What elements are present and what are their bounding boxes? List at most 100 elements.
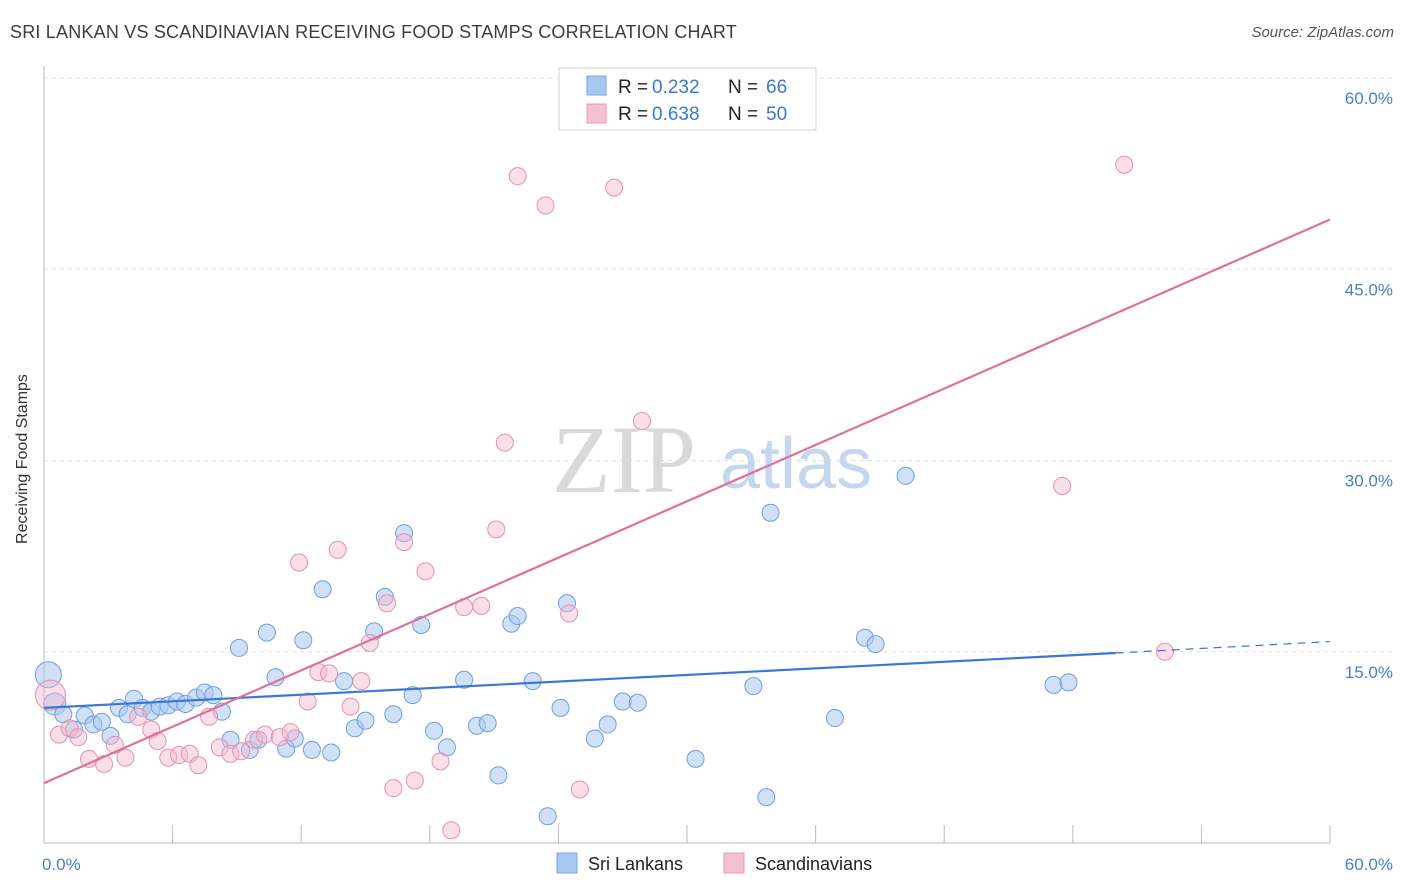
scandinavian-point xyxy=(290,553,309,572)
sri-lankan-point xyxy=(686,749,705,768)
sri-lankan-point xyxy=(101,726,120,745)
bottom-legend-swatch-pink xyxy=(723,852,745,874)
x-tick-label-min: 0.0% xyxy=(42,855,81,874)
scandinavians-trend-line xyxy=(43,218,1331,785)
sri-lankan-point xyxy=(585,729,604,748)
legend-swatch-pink xyxy=(586,103,607,124)
scandinavian-point xyxy=(1155,642,1174,661)
sri-lankan-point xyxy=(322,743,341,762)
scandinavian-point xyxy=(508,167,527,186)
scandinavian-point xyxy=(232,742,251,761)
sri-lankan-point xyxy=(384,705,403,724)
sri-lankan-point xyxy=(613,692,632,711)
bottom-legend-swatch-blue xyxy=(556,852,578,874)
sri-lankan-point xyxy=(628,693,647,712)
scandinavian-point xyxy=(34,679,66,711)
watermark: ZIP atlas xyxy=(552,406,872,513)
scandinavian-point xyxy=(95,754,114,773)
scandinavian-point xyxy=(255,725,274,744)
legend-r-label-2: R = xyxy=(618,104,648,125)
legend-r-label-1: R = xyxy=(618,77,648,98)
trend-lines xyxy=(43,218,1331,785)
legend-n-label-2: N = xyxy=(728,104,758,125)
sri-lankans-points xyxy=(34,466,1078,826)
scandinavian-point xyxy=(1053,477,1072,495)
watermark-zip: ZIP xyxy=(552,406,696,513)
sri-lankan-point xyxy=(523,672,542,691)
scandinavian-point xyxy=(159,748,178,767)
legend-swatch-blue xyxy=(586,75,607,96)
scandinavian-point xyxy=(270,728,289,747)
y-tick-label: 30.0% xyxy=(1345,472,1393,491)
scandinavian-point xyxy=(50,725,69,744)
sri-lankan-point xyxy=(302,740,321,759)
sri-lankan-point xyxy=(455,670,474,689)
sri-lankan-point xyxy=(478,714,497,733)
bottom-legend-scandinavians: Scandinavians xyxy=(755,854,872,874)
scandinavian-point xyxy=(560,604,579,623)
axes xyxy=(43,66,1331,844)
sri-lankan-point xyxy=(866,635,885,654)
sri-lankan-point xyxy=(508,607,527,626)
y-tick-label: 60.0% xyxy=(1345,89,1393,108)
sri-lankan-point xyxy=(551,698,570,717)
sri-lankan-point xyxy=(1059,673,1078,692)
scandinavian-point xyxy=(495,433,514,452)
scandinavian-point xyxy=(472,596,491,615)
scandinavian-point xyxy=(129,707,148,726)
scandinavian-point xyxy=(352,672,371,691)
y-tick-label: 15.0% xyxy=(1345,663,1393,682)
scandinavian-point xyxy=(281,723,300,742)
sri-lankan-point xyxy=(744,677,763,696)
sri-lankan-point xyxy=(412,615,431,634)
sri-lankan-point xyxy=(757,788,776,807)
scandinavian-point xyxy=(570,780,589,799)
sri-lankan-point xyxy=(425,721,444,740)
grid-lines xyxy=(44,77,1392,653)
scandinavian-point xyxy=(487,520,506,539)
bottom-legend-sri-lankans: Sri Lankans xyxy=(588,854,683,874)
sri-lankan-point xyxy=(335,672,354,691)
legend-n-label-1: N = xyxy=(728,77,758,98)
scandinavian-point xyxy=(416,562,435,581)
x-tick-label-max: 60.0% xyxy=(1345,855,1393,874)
source-label: Source: ZipAtlas.com xyxy=(1251,24,1394,41)
sri-lankan-point xyxy=(230,638,249,657)
scandinavian-point xyxy=(116,748,135,767)
sri-lankan-point xyxy=(538,807,557,826)
sri-lankan-point xyxy=(313,580,332,599)
scandinavian-point xyxy=(1115,155,1134,174)
scandinavian-point xyxy=(328,540,347,559)
sri-lankan-point xyxy=(375,587,394,606)
y-tick-label: 45.0% xyxy=(1345,280,1393,299)
sri-lankan-point xyxy=(403,686,422,705)
sri-lankan-point xyxy=(825,709,844,728)
legend-r-value-1: 0.232 xyxy=(652,77,700,98)
sri-lankan-point xyxy=(118,705,137,724)
scandinavian-point xyxy=(632,411,651,430)
scandinavian-point xyxy=(442,821,461,840)
scandinavian-point xyxy=(245,730,264,749)
scandinavian-point xyxy=(536,196,555,215)
sri-lankan-point xyxy=(489,766,508,785)
scandinavian-point xyxy=(320,664,339,683)
sri-lankan-point xyxy=(204,686,223,705)
sri-lankan-point xyxy=(221,730,240,749)
sri-lankan-point xyxy=(257,623,276,642)
legend-n-value-1: 66 xyxy=(766,77,787,98)
sri-lankan-point xyxy=(294,631,313,650)
tick-labels: 15.0% 30.0% 45.0% 60.0% 0.0% 60.0% xyxy=(42,89,1393,874)
scandinavian-point xyxy=(405,771,424,790)
legend-n-value-2: 50 xyxy=(766,104,787,125)
legend-r-value-2: 0.638 xyxy=(652,104,700,125)
scandinavian-point xyxy=(384,779,403,798)
scandinavian-point xyxy=(605,178,624,197)
sri-lankan-point xyxy=(761,503,780,522)
scandinavian-point xyxy=(189,756,208,775)
sri-lankans-trend-line xyxy=(43,651,1116,709)
sri-lankans-trend-extension xyxy=(1115,640,1331,654)
scandinavian-point xyxy=(377,594,396,613)
scandinavian-point xyxy=(298,692,317,711)
scandinavian-point xyxy=(341,697,360,716)
